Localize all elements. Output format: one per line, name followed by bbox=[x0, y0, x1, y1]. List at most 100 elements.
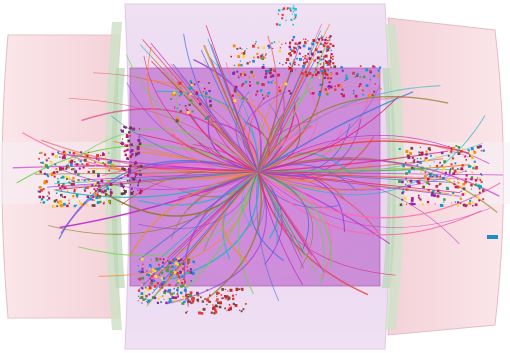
hit bbox=[256, 52, 259, 55]
hit bbox=[329, 37, 332, 39]
hit bbox=[42, 201, 45, 204]
hit bbox=[304, 41, 307, 45]
hit bbox=[286, 58, 290, 61]
hit bbox=[213, 312, 215, 314]
hit bbox=[439, 161, 441, 164]
hit bbox=[179, 110, 182, 113]
hit bbox=[156, 282, 160, 285]
hit bbox=[184, 289, 187, 292]
hit bbox=[234, 85, 238, 89]
hit bbox=[186, 109, 189, 112]
hit bbox=[457, 168, 459, 170]
hit bbox=[85, 172, 87, 174]
hit bbox=[464, 178, 467, 181]
hit bbox=[262, 97, 265, 100]
hit bbox=[152, 268, 155, 271]
hit bbox=[125, 144, 129, 148]
hit bbox=[445, 186, 449, 190]
hit bbox=[311, 42, 314, 46]
hit bbox=[229, 288, 233, 292]
hit bbox=[147, 273, 151, 277]
hit bbox=[94, 192, 98, 196]
hit bbox=[402, 188, 404, 190]
hit bbox=[327, 60, 330, 63]
hit bbox=[56, 171, 59, 173]
hit bbox=[174, 107, 176, 109]
hit bbox=[410, 202, 414, 206]
hit bbox=[135, 152, 138, 156]
hit bbox=[48, 157, 50, 159]
hit bbox=[295, 47, 297, 49]
hit bbox=[185, 311, 187, 314]
hit bbox=[73, 161, 76, 163]
hit bbox=[97, 174, 100, 178]
hit bbox=[189, 86, 193, 90]
hit bbox=[288, 66, 291, 69]
hit bbox=[242, 54, 246, 58]
hit bbox=[193, 83, 196, 86]
hit bbox=[75, 168, 77, 170]
hit bbox=[345, 77, 349, 80]
hit bbox=[63, 186, 67, 189]
hit bbox=[330, 53, 333, 56]
hit bbox=[281, 13, 284, 16]
hit bbox=[461, 164, 464, 167]
hit bbox=[461, 186, 463, 188]
hit bbox=[322, 43, 324, 46]
hit bbox=[139, 170, 141, 172]
hit bbox=[282, 7, 286, 10]
hit bbox=[128, 131, 131, 134]
hit bbox=[278, 89, 282, 93]
track bbox=[81, 108, 259, 173]
hit bbox=[212, 307, 215, 310]
hit bbox=[83, 179, 86, 182]
hit bbox=[176, 293, 179, 296]
hit bbox=[204, 298, 206, 300]
hit bbox=[438, 184, 440, 186]
hit bbox=[124, 174, 126, 176]
hit bbox=[292, 5, 295, 7]
hit bbox=[63, 154, 66, 157]
hit bbox=[190, 302, 193, 305]
hit bbox=[160, 271, 164, 275]
hit bbox=[318, 76, 321, 79]
hit bbox=[87, 156, 90, 158]
hit bbox=[146, 270, 148, 272]
hit bbox=[289, 41, 292, 44]
hit bbox=[405, 149, 409, 153]
hit bbox=[226, 295, 229, 298]
hit bbox=[479, 177, 481, 179]
hit bbox=[330, 77, 332, 80]
hit bbox=[443, 160, 447, 164]
hit bbox=[321, 83, 324, 85]
hit bbox=[217, 301, 220, 304]
hit bbox=[96, 181, 100, 184]
hit bbox=[94, 165, 96, 168]
hit bbox=[443, 198, 446, 201]
hit bbox=[123, 185, 125, 188]
hit bbox=[203, 91, 205, 92]
hit bbox=[182, 296, 186, 300]
hit bbox=[190, 81, 193, 84]
hit bbox=[476, 177, 479, 179]
hit bbox=[242, 52, 246, 55]
hit bbox=[249, 81, 251, 83]
track bbox=[257, 91, 414, 173]
hit bbox=[450, 168, 452, 171]
hit bbox=[425, 158, 429, 162]
hit bbox=[326, 50, 328, 52]
hit bbox=[63, 196, 66, 199]
hit bbox=[482, 149, 485, 152]
hit bbox=[379, 87, 382, 90]
hit bbox=[420, 153, 424, 156]
track bbox=[257, 158, 500, 197]
hit bbox=[190, 280, 192, 282]
hit bbox=[457, 181, 460, 184]
hit bbox=[295, 48, 298, 51]
hit bbox=[434, 203, 436, 205]
hit bbox=[420, 171, 422, 173]
hit bbox=[94, 162, 96, 164]
hit bbox=[327, 74, 329, 76]
hit bbox=[266, 69, 270, 73]
hit bbox=[189, 99, 193, 103]
